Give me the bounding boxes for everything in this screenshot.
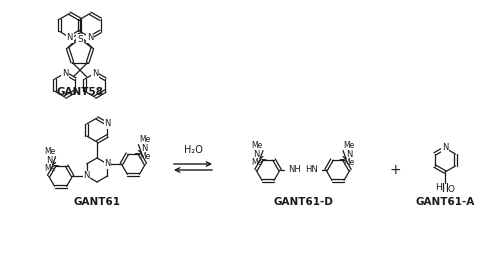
Text: NH: NH xyxy=(288,166,301,174)
Text: GANT61: GANT61 xyxy=(74,197,120,207)
Text: S: S xyxy=(77,35,83,43)
Text: N: N xyxy=(442,143,448,153)
Text: Me: Me xyxy=(252,158,262,167)
Text: +: + xyxy=(389,163,401,177)
Text: N: N xyxy=(92,69,98,78)
Text: HN: HN xyxy=(305,166,318,174)
Text: O: O xyxy=(448,185,455,194)
Text: N: N xyxy=(66,33,73,42)
Text: H: H xyxy=(435,183,442,191)
Text: N: N xyxy=(346,150,352,158)
Text: Me: Me xyxy=(139,152,150,161)
Text: H₂O: H₂O xyxy=(184,145,203,155)
Text: Me: Me xyxy=(344,141,354,150)
Text: Me: Me xyxy=(139,135,150,144)
Text: N: N xyxy=(142,144,148,153)
Text: N: N xyxy=(46,156,52,165)
Text: GANT61-A: GANT61-A xyxy=(416,197,474,207)
Text: GANT58: GANT58 xyxy=(56,87,104,97)
Text: N: N xyxy=(254,150,260,158)
Text: N: N xyxy=(87,33,94,42)
Text: Me: Me xyxy=(252,141,262,150)
Text: N: N xyxy=(104,160,110,168)
Text: Me: Me xyxy=(44,164,55,173)
Text: N: N xyxy=(84,171,90,181)
Text: Me: Me xyxy=(44,147,55,156)
Text: N: N xyxy=(62,69,68,78)
Text: GANT61-D: GANT61-D xyxy=(273,197,333,207)
Text: Me: Me xyxy=(344,158,354,167)
Text: N: N xyxy=(104,120,110,129)
